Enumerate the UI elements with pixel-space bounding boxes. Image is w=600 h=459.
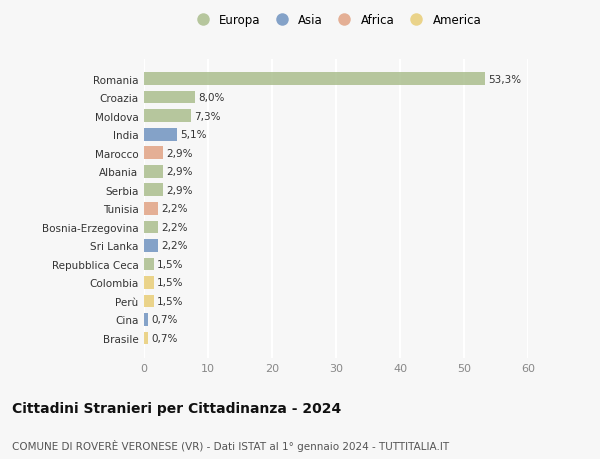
Bar	[144, 110, 191, 123]
Text: 5,1%: 5,1%	[180, 130, 206, 140]
Bar	[144, 276, 154, 289]
Legend: Europa, Asia, Africa, America: Europa, Asia, Africa, America	[188, 12, 484, 29]
Text: 1,5%: 1,5%	[157, 278, 184, 288]
Text: 2,2%: 2,2%	[161, 204, 188, 214]
Text: 53,3%: 53,3%	[488, 74, 521, 84]
Bar	[144, 202, 158, 215]
Bar	[144, 147, 163, 160]
Bar	[144, 92, 195, 104]
Bar	[144, 184, 163, 196]
Bar	[144, 129, 176, 141]
Text: 1,5%: 1,5%	[157, 259, 184, 269]
Text: 2,2%: 2,2%	[161, 222, 188, 232]
Text: 2,9%: 2,9%	[166, 185, 192, 196]
Text: 0,7%: 0,7%	[152, 315, 178, 325]
Bar	[144, 166, 163, 178]
Bar	[144, 73, 485, 86]
Bar	[144, 332, 148, 344]
Bar	[144, 258, 154, 270]
Text: COMUNE DI ROVERÈ VERONESE (VR) - Dati ISTAT al 1° gennaio 2024 - TUTTITALIA.IT: COMUNE DI ROVERÈ VERONESE (VR) - Dati IS…	[12, 439, 449, 451]
Text: 1,5%: 1,5%	[157, 296, 184, 306]
Bar	[144, 295, 154, 308]
Bar	[144, 221, 158, 234]
Bar	[144, 313, 148, 326]
Text: Cittadini Stranieri per Cittadinanza - 2024: Cittadini Stranieri per Cittadinanza - 2…	[12, 402, 341, 415]
Text: 7,3%: 7,3%	[194, 112, 220, 122]
Text: 0,7%: 0,7%	[152, 333, 178, 343]
Text: 2,9%: 2,9%	[166, 148, 192, 158]
Text: 2,2%: 2,2%	[161, 241, 188, 251]
Text: 8,0%: 8,0%	[199, 93, 225, 103]
Bar	[144, 240, 158, 252]
Text: 2,9%: 2,9%	[166, 167, 192, 177]
